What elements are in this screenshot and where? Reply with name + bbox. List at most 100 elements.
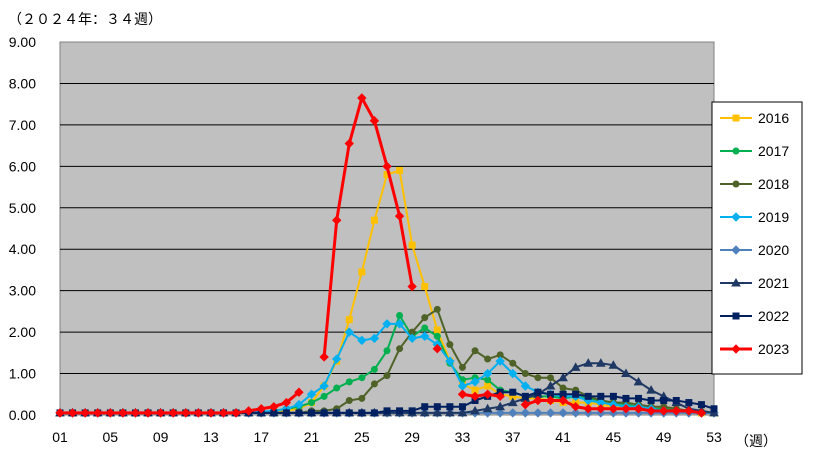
legend-item-2016: 2016 [720, 110, 789, 126]
legend-item-2018: 2018 [720, 176, 789, 192]
data-point [419, 407, 430, 417]
data-point [520, 381, 531, 391]
data-point [308, 399, 316, 407]
data-point [130, 408, 141, 418]
data-point [495, 401, 506, 411]
data-point [647, 396, 655, 404]
data-point [421, 283, 429, 291]
data-point [484, 355, 492, 363]
data-point [470, 405, 480, 415]
data-point [608, 360, 619, 369]
data-point [445, 407, 455, 417]
data-point [709, 407, 719, 417]
data-point [583, 404, 593, 414]
data-point [710, 405, 718, 413]
data-point [344, 138, 354, 149]
data-point [93, 408, 103, 418]
data-point [193, 408, 204, 418]
legend-label: 2020 [758, 242, 789, 258]
data-point [407, 333, 417, 344]
data-point [470, 377, 480, 387]
x-tick-label: 17 [253, 429, 269, 445]
data-point [433, 403, 441, 411]
x-tick-label: 41 [555, 429, 571, 445]
x-axis-unit-label: （週） [735, 434, 777, 450]
data-point [382, 161, 392, 172]
data-point [433, 332, 441, 340]
x-tick-label: 45 [606, 429, 622, 445]
data-point [596, 404, 606, 414]
plot-area [59, 41, 715, 416]
data-point [446, 403, 454, 411]
data-point [357, 335, 367, 346]
data-point [396, 166, 404, 174]
data-point [495, 391, 505, 402]
data-point [345, 396, 353, 404]
series-line [462, 392, 501, 398]
data-point [370, 365, 378, 373]
data-point [432, 407, 443, 417]
data-point [658, 406, 669, 416]
data-point [394, 211, 405, 221]
data-point [445, 356, 455, 366]
data-point [396, 345, 404, 353]
data-point [732, 114, 740, 122]
data-point [457, 407, 468, 417]
data-point [558, 408, 568, 418]
data-point [570, 362, 581, 371]
legend-label: 2017 [758, 143, 789, 159]
data-point [281, 397, 292, 408]
data-point [256, 404, 266, 414]
data-point [345, 409, 353, 417]
data-point [559, 384, 567, 392]
data-point [394, 319, 405, 329]
data-point [570, 402, 581, 412]
series-line [322, 96, 414, 358]
y-tick-label: 1.00 [9, 366, 36, 382]
legend-item-2019: 2019 [720, 209, 789, 225]
data-point [295, 409, 303, 417]
data-point [370, 216, 378, 224]
data-point [558, 372, 568, 382]
data-point [660, 396, 668, 404]
data-point [458, 363, 466, 371]
data-point [633, 376, 644, 386]
legend-label: 2021 [758, 275, 789, 291]
data-point [520, 408, 531, 418]
data-point [358, 268, 366, 276]
data-point [521, 392, 529, 400]
data-point [470, 391, 480, 402]
series-lines [55, 93, 719, 418]
data-point [369, 333, 380, 344]
data-point [306, 389, 317, 399]
data-point [597, 392, 605, 400]
data-point [231, 408, 241, 418]
data-point [357, 93, 367, 103]
data-point [432, 343, 443, 354]
chart-title: （２０２４年：３４週） [8, 12, 162, 28]
data-point [635, 394, 643, 402]
data-point [168, 408, 178, 418]
data-point [621, 368, 631, 378]
data-point [396, 312, 404, 320]
data-point [731, 212, 741, 222]
data-point [358, 394, 366, 402]
data-point [421, 324, 429, 332]
y-tick-label: 9.00 [9, 34, 36, 50]
x-tick-label: 01 [52, 429, 68, 445]
data-point [320, 392, 328, 400]
x-tick-label: 37 [505, 429, 521, 445]
data-point [345, 316, 353, 324]
data-point [646, 406, 656, 416]
data-point [358, 374, 366, 382]
data-point [533, 408, 543, 418]
data-point [383, 347, 391, 355]
y-tick-label: 5.00 [9, 200, 36, 216]
data-point [269, 402, 279, 412]
data-point [584, 392, 592, 400]
x-tick-label: 21 [304, 429, 320, 445]
data-point [333, 409, 341, 417]
x-tick-label: 53 [706, 429, 722, 445]
data-point [67, 408, 78, 418]
